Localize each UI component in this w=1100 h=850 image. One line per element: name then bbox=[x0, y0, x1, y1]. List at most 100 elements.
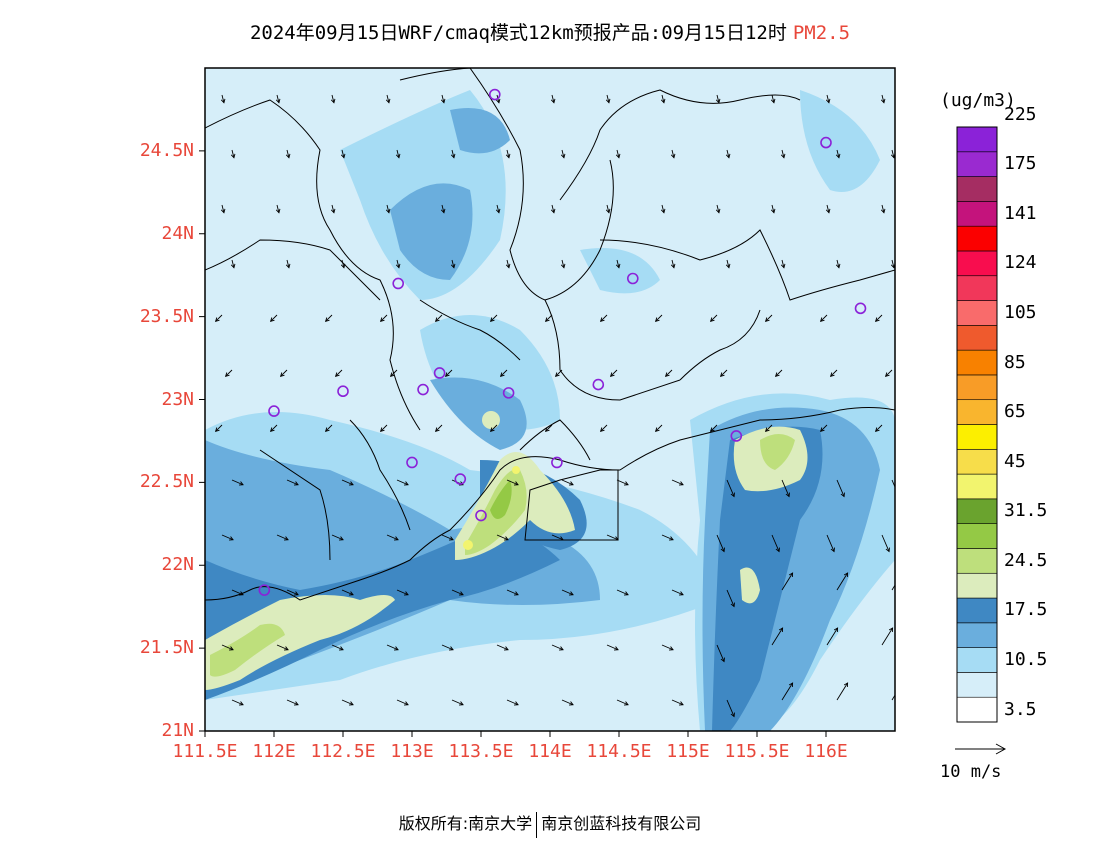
wind-arrow bbox=[434, 424, 443, 433]
wind-arrow bbox=[506, 589, 519, 596]
colorbar-swatch bbox=[956, 597, 998, 624]
station-marker bbox=[626, 272, 639, 285]
wind-arrow bbox=[829, 369, 838, 378]
wind-arrow bbox=[709, 424, 718, 433]
wind-arrow bbox=[825, 204, 831, 214]
wind-arrow bbox=[386, 534, 399, 541]
wind-arrow bbox=[560, 149, 566, 159]
wind-arrow bbox=[221, 644, 234, 651]
lat-tick-label: 21.5N bbox=[139, 637, 194, 659]
colorbar-swatch bbox=[956, 225, 998, 252]
wind-arrow bbox=[725, 149, 731, 159]
wind-arrow bbox=[440, 94, 446, 104]
wind-arrow bbox=[330, 204, 336, 214]
wind-arrow bbox=[286, 589, 299, 596]
wind-arrow bbox=[389, 369, 398, 378]
wind-arrow bbox=[286, 479, 299, 486]
wind-arrow bbox=[551, 534, 564, 541]
wind-arrow bbox=[544, 314, 553, 323]
wind-arrow bbox=[324, 424, 333, 433]
colorbar-label: 105 bbox=[1004, 301, 1037, 323]
wind-arrow bbox=[615, 149, 621, 159]
wind-arrow bbox=[551, 644, 564, 651]
wind-arrow bbox=[891, 479, 895, 489]
lon-tick-label: 115.5E bbox=[724, 741, 790, 762]
wind-arrow bbox=[331, 644, 344, 651]
colorbar-swatch bbox=[956, 424, 998, 450]
colorbar-swatch bbox=[956, 548, 998, 574]
wind-arrow bbox=[780, 259, 786, 269]
colorbar-swatch bbox=[956, 696, 998, 723]
wind-arrow bbox=[231, 589, 244, 596]
lon-tick-label: 116E bbox=[804, 741, 848, 762]
wind-arrow bbox=[881, 534, 890, 553]
wind-arrow bbox=[385, 204, 391, 214]
colorbar-swatch bbox=[956, 448, 998, 475]
wind-arrow bbox=[385, 94, 391, 104]
wind-arrow bbox=[275, 204, 281, 214]
footer-separator bbox=[536, 811, 538, 838]
colorbar-swatch bbox=[956, 176, 998, 202]
wind-arrow bbox=[451, 589, 464, 596]
lon-tick-label: 111.5E bbox=[172, 741, 238, 762]
station-marker bbox=[454, 473, 467, 485]
colorbar-label: 24.5 bbox=[1004, 549, 1048, 571]
station-marker bbox=[592, 378, 605, 391]
wind-arrow bbox=[836, 479, 845, 498]
lon-tick-label: 113.5E bbox=[448, 741, 514, 762]
wind-arrow bbox=[764, 314, 773, 323]
wind-arrow bbox=[434, 314, 443, 323]
wind-arrow bbox=[774, 369, 783, 378]
wind-arrow bbox=[396, 479, 409, 486]
wind-arrow bbox=[499, 369, 508, 378]
wind-arrow bbox=[224, 369, 233, 378]
wind-arrow bbox=[716, 534, 725, 553]
wind-vectors bbox=[214, 94, 895, 718]
station-marker bbox=[854, 302, 867, 315]
wind-arrow bbox=[836, 572, 849, 591]
wind-arrow bbox=[230, 149, 236, 159]
map-title: 2024年09月15日WRF/cmaq模式12km预报产品:09月15日12时 P… bbox=[0, 18, 1100, 45]
wind-arrow bbox=[664, 369, 673, 378]
wind-arrow bbox=[715, 94, 721, 104]
wind-arrow bbox=[341, 589, 354, 596]
station-marker bbox=[433, 367, 446, 379]
wind-arrow bbox=[880, 204, 886, 214]
wind-arrow bbox=[819, 424, 828, 433]
lat-tick-label: 22N bbox=[161, 554, 194, 576]
wind-arrow bbox=[220, 204, 226, 214]
wind-arrow bbox=[561, 479, 574, 486]
colorbar bbox=[956, 126, 998, 723]
colorbar-swatch bbox=[956, 300, 998, 326]
wind-arrow bbox=[221, 534, 234, 541]
colorbar-label: 45 bbox=[1004, 450, 1026, 472]
lon-tick-label: 115E bbox=[666, 741, 710, 762]
wind-arrow bbox=[891, 694, 895, 701]
station-marker bbox=[268, 405, 280, 417]
wind-arrow bbox=[331, 534, 344, 541]
wind-arrow bbox=[544, 424, 553, 433]
colorbar-swatch bbox=[956, 572, 998, 599]
wind-arrow bbox=[341, 479, 354, 486]
wind-arrow bbox=[505, 259, 511, 269]
colorbar-label: 3.5 bbox=[1004, 698, 1037, 720]
lat-tick-label: 22.5N bbox=[139, 471, 194, 493]
concentration-field bbox=[205, 68, 895, 731]
wind-arrow bbox=[214, 424, 223, 433]
wind-arrow bbox=[444, 369, 453, 378]
wind-arrow bbox=[781, 682, 794, 701]
colorbar-label: 124 bbox=[1004, 252, 1037, 274]
wind-arrow bbox=[660, 94, 666, 104]
wind-arrow bbox=[835, 149, 841, 159]
wind-arrow bbox=[609, 369, 618, 378]
colorbar-swatch bbox=[956, 349, 998, 376]
wind-arrow bbox=[606, 644, 619, 651]
wind-arrow bbox=[616, 589, 629, 596]
colorbar-swatch bbox=[956, 399, 998, 425]
colorbar-label: 17.5 bbox=[1004, 599, 1048, 621]
station-marker bbox=[337, 385, 349, 398]
wind-arrow bbox=[395, 149, 401, 159]
wind-arrow bbox=[780, 149, 786, 159]
wind-arrow bbox=[826, 627, 839, 646]
wind-arrow bbox=[726, 589, 735, 608]
